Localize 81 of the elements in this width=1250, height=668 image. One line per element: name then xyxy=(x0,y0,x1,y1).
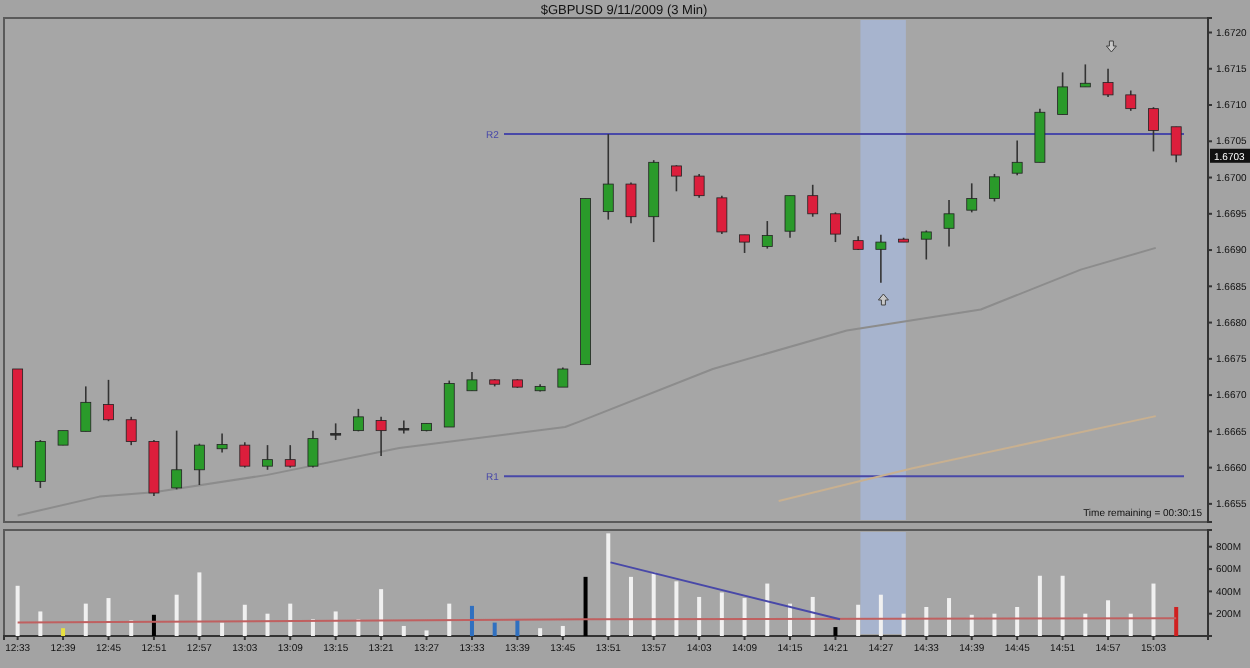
bar xyxy=(1174,606,1179,636)
candlestick xyxy=(34,439,46,489)
candlestick xyxy=(80,385,92,433)
candlestick xyxy=(171,429,183,491)
bar xyxy=(992,613,997,636)
bar xyxy=(924,606,929,636)
bar xyxy=(742,598,747,636)
bar xyxy=(1037,575,1042,636)
candlestick xyxy=(1125,89,1137,112)
bar xyxy=(538,628,543,636)
bar xyxy=(1083,613,1088,636)
candlestick xyxy=(1057,71,1069,116)
line-series xyxy=(16,246,1157,517)
bar xyxy=(1151,583,1156,636)
candlestick xyxy=(807,183,819,218)
bar xyxy=(1060,575,1065,636)
bar xyxy=(469,605,474,636)
candlestick xyxy=(989,173,1000,203)
bar xyxy=(833,627,838,636)
candlestick xyxy=(443,379,455,428)
candlestick xyxy=(830,211,841,243)
bar xyxy=(379,589,384,636)
bar xyxy=(697,596,702,636)
bar xyxy=(242,604,247,636)
bar xyxy=(220,622,225,636)
bar xyxy=(197,572,202,636)
candlestick xyxy=(284,444,296,469)
bar xyxy=(583,576,588,636)
bar xyxy=(265,613,270,636)
candlestick xyxy=(125,416,137,446)
candlestick xyxy=(739,234,750,254)
candlestick xyxy=(784,194,796,239)
bar xyxy=(1106,600,1111,636)
bar xyxy=(856,604,861,636)
candlestick xyxy=(262,444,273,471)
candlestick xyxy=(693,173,705,199)
candlestick xyxy=(103,379,114,422)
bar xyxy=(174,594,179,636)
candlestick xyxy=(943,199,955,248)
bar xyxy=(38,611,43,636)
bar xyxy=(628,576,633,636)
bar xyxy=(492,622,497,636)
candlestick xyxy=(966,182,978,214)
bar xyxy=(947,598,952,636)
bar xyxy=(83,603,88,636)
candlestick xyxy=(671,164,682,193)
candlestick xyxy=(375,416,387,457)
bar xyxy=(560,625,565,636)
candlestick xyxy=(716,194,728,235)
bar xyxy=(333,611,338,636)
bar xyxy=(810,596,815,636)
candlestick xyxy=(761,220,773,250)
candlestick xyxy=(1011,139,1023,177)
candlestick xyxy=(193,442,205,486)
bar xyxy=(651,572,656,636)
bar xyxy=(447,603,452,636)
candlestick xyxy=(920,229,932,261)
bar xyxy=(674,581,679,636)
candlestick xyxy=(398,419,410,435)
bar xyxy=(1015,606,1020,636)
candlestick xyxy=(875,234,887,284)
bar xyxy=(61,628,66,636)
bar xyxy=(401,625,406,636)
bar xyxy=(878,594,883,636)
bar xyxy=(424,630,429,636)
candlestick xyxy=(1079,63,1091,88)
bar xyxy=(106,598,111,636)
candlestick xyxy=(466,371,478,392)
candlestick xyxy=(1102,67,1114,98)
bar xyxy=(765,583,770,636)
bar xyxy=(288,603,293,636)
candlestick xyxy=(625,181,637,225)
candlestick xyxy=(307,429,319,469)
candlestick xyxy=(1148,106,1159,153)
bar xyxy=(719,592,724,636)
bar xyxy=(1128,613,1133,636)
bar xyxy=(606,533,611,636)
candlestick xyxy=(1170,125,1182,164)
candlestick xyxy=(239,441,251,469)
candlestick xyxy=(216,432,228,454)
candlestick xyxy=(602,133,614,221)
